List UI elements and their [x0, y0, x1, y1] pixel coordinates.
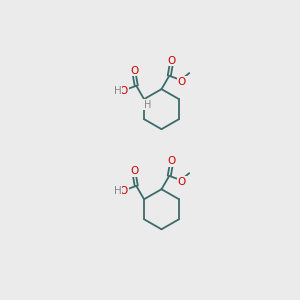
- Text: O: O: [178, 177, 186, 187]
- Text: O: O: [120, 86, 128, 96]
- Text: O: O: [167, 156, 175, 166]
- Text: O: O: [120, 186, 128, 196]
- Text: O: O: [178, 76, 186, 86]
- Text: H: H: [114, 186, 122, 196]
- Text: H: H: [114, 86, 122, 96]
- Text: H: H: [144, 100, 152, 110]
- Text: O: O: [167, 56, 175, 66]
- Text: O: O: [130, 66, 138, 76]
- Text: O: O: [130, 166, 138, 176]
